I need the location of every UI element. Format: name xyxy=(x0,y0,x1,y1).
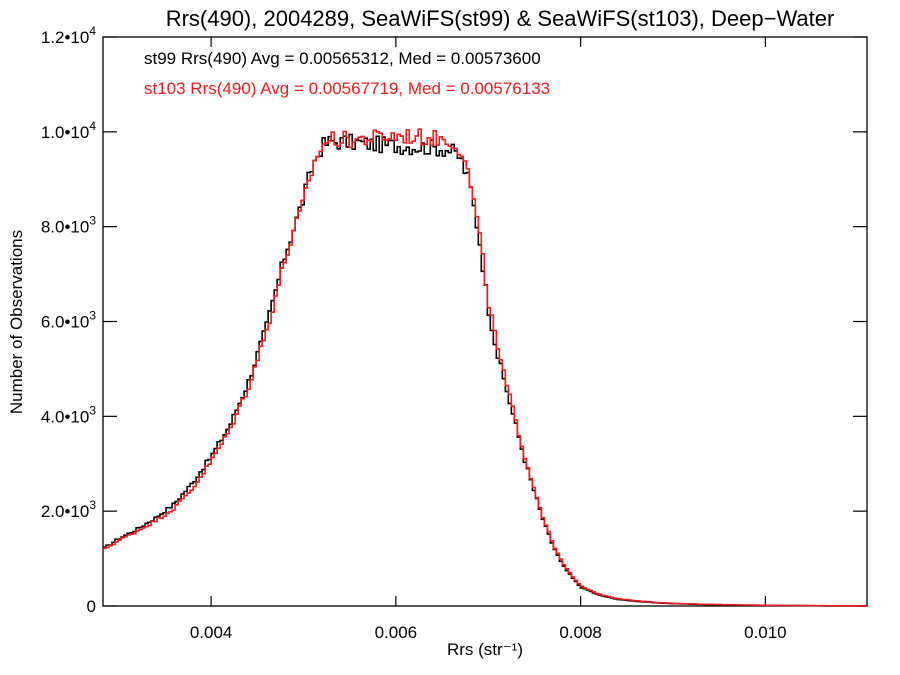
y-tick-label: 6.0•103 xyxy=(41,309,97,332)
x-tick-label: 0.006 xyxy=(375,623,418,642)
y-tick-mantissa: 1.2•10 xyxy=(41,28,90,47)
y-tick-mantissa: 6.0•10 xyxy=(41,313,90,332)
plot-frame xyxy=(102,36,868,607)
x-tick-label: 0.010 xyxy=(744,623,787,642)
y-tick-mantissa: 4.0•10 xyxy=(41,407,90,426)
x-axis-label: Rrs (str⁻¹) xyxy=(447,640,523,659)
series-st103-line xyxy=(103,128,867,607)
x-tick-label: 0.004 xyxy=(190,623,233,642)
y-tick-exponent: 3 xyxy=(89,403,96,417)
series-layer xyxy=(103,128,867,607)
y-tick-exponent: 3 xyxy=(89,498,96,512)
y-tick-exponent: 4 xyxy=(89,24,96,38)
x-axis-ticks: 0.004 0.006 0.008 0.010 xyxy=(190,37,787,642)
y-tick-label: 1.0•104 xyxy=(41,119,97,142)
legend-entry-st99: st99 Rrs(490) Avg = 0.00565312, Med = 0.… xyxy=(144,49,541,68)
series-st99-line xyxy=(103,133,867,607)
y-tick-mantissa: 1.0•10 xyxy=(41,123,90,142)
legend-entry-st103: st103 Rrs(490) Avg = 0.00567719, Med = 0… xyxy=(144,79,550,98)
y-tick-label: 2.0•103 xyxy=(41,498,97,521)
y-tick-label: 8.0•103 xyxy=(41,214,97,237)
y-tick-label: 1.2•104 xyxy=(41,24,97,47)
y-tick-exponent: 4 xyxy=(89,119,96,133)
y-axis-label: Number of Observations xyxy=(7,230,26,414)
y-tick-mantissa: 8.0•10 xyxy=(41,218,90,237)
y-axis-ticks: 02.0•1034.0•1036.0•1038.0•1031.0•1041.2•… xyxy=(41,24,867,616)
chart-title: Rrs(490), 2004289, SeaWiFS(st99) & SeaWi… xyxy=(166,6,835,31)
y-tick-label: 4.0•103 xyxy=(41,403,97,426)
y-tick-mantissa: 0 xyxy=(87,597,96,616)
x-tick-label: 0.008 xyxy=(559,623,602,642)
y-tick-exponent: 3 xyxy=(89,214,96,228)
y-tick-exponent: 3 xyxy=(89,309,96,323)
y-tick-mantissa: 2.0•10 xyxy=(41,502,90,521)
y-tick-label: 0 xyxy=(87,597,96,616)
